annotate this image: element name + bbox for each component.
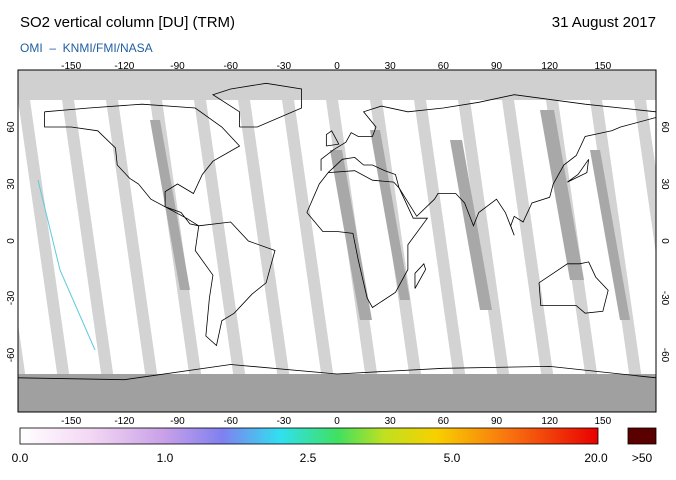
coastline [327,117,656,236]
coastline [567,159,590,183]
lon-label-top: 90 [491,61,503,72]
swath-gap [282,100,334,380]
swath-gap [238,100,290,380]
lon-label-bottom: -30 [277,416,292,427]
coastline [212,82,302,128]
swath-gap [634,100,656,254]
lon-label-bottom: -60 [223,416,238,427]
lon-label-top: -150 [61,61,81,72]
swath-gap [194,100,246,380]
lat-label-left: -30 [6,290,17,305]
lon-label-top: 150 [594,61,611,72]
swath-gap [18,100,70,380]
lon-label-top: -30 [277,61,292,72]
colorbar-label: 1.0 [157,451,174,465]
lon-label-bottom: -90 [170,416,185,427]
lon-label-bottom: 150 [594,416,611,427]
lon-label-bottom: -150 [61,416,81,427]
lat-label-left: -60 [6,347,17,362]
lon-label-top: 120 [541,61,558,72]
map [18,70,656,412]
title: SO2 vertical column [DU] (TRM) [20,14,235,31]
swath-gap [414,100,466,380]
swath-row [150,120,190,290]
swath-row [590,150,630,320]
lon-label-bottom: 0 [334,416,340,427]
colorbar [19,427,599,445]
coast [18,364,656,381]
coastline [306,170,429,309]
date: 31 August 2017 [552,14,656,31]
lon-label-top: 0 [334,61,340,72]
swath-gap [106,100,158,380]
swath-gap [502,100,554,380]
lon-label-bottom: 90 [491,416,503,427]
swath-gap [18,324,26,380]
lon-label-top: -120 [114,61,134,72]
lon-label-bottom: 120 [541,416,558,427]
coastline [44,103,241,227]
swath-gap [458,100,510,380]
swath-gap [62,100,114,380]
lon-label-top: 60 [438,61,450,72]
lon-label-bottom: 60 [438,416,450,427]
lon-label-top: -60 [223,61,238,72]
map-frame [17,69,657,413]
lat-label-right: -30 [659,291,670,306]
lat-label-right: 30 [659,178,670,190]
lon-label-bottom: -120 [114,416,134,427]
swath-row [540,110,584,280]
lat-label-right: 60 [659,121,670,133]
lon-label-top: -90 [170,61,185,72]
lat-label-left: 60 [6,121,17,133]
coastline [414,263,427,289]
colorbar-label: 5.0 [444,451,461,465]
colorbar-overflow-label: >50 [632,451,653,465]
lon-label-bottom: 30 [385,416,397,427]
track [37,179,96,351]
lat-label-right: 0 [659,238,670,244]
coastline [325,130,340,147]
polar-gap [18,70,656,100]
antarctica [18,374,656,412]
colorbar-label: 0.0 [12,451,29,465]
lon-label-top: 30 [385,61,397,72]
swath-row [370,130,410,300]
colorbar-label: 2.5 [300,451,317,465]
coastline [194,221,276,347]
lat-label-left: 30 [6,178,17,190]
colorbar-label: 20.0 [584,451,608,465]
swath-row [330,150,372,320]
coastline [320,94,656,171]
lat-label-right: -60 [659,348,670,363]
lat-label-left: 0 [6,238,17,244]
swath-row [450,140,492,310]
source: OMI – KNMI/FMI/NASA [20,41,153,55]
coastline [538,261,609,314]
colorbar-overflow [627,427,657,445]
